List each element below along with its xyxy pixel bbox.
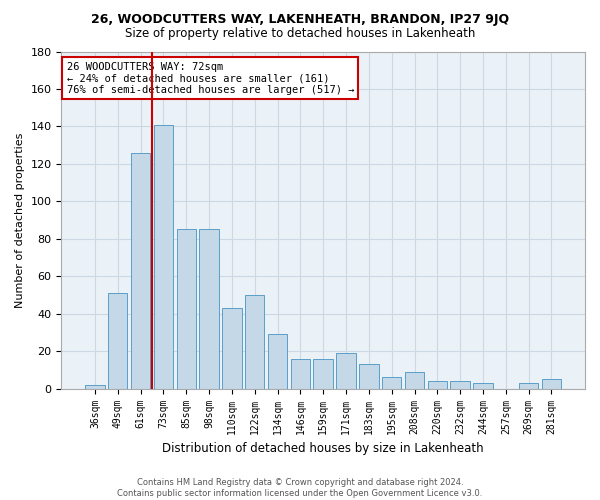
Bar: [473, 383, 493, 388]
Bar: [382, 378, 401, 388]
Text: Contains HM Land Registry data © Crown copyright and database right 2024.
Contai: Contains HM Land Registry data © Crown c…: [118, 478, 482, 498]
Bar: [154, 124, 173, 388]
Bar: [176, 230, 196, 388]
Text: Size of property relative to detached houses in Lakenheath: Size of property relative to detached ho…: [125, 28, 475, 40]
Bar: [108, 293, 127, 388]
Bar: [85, 385, 104, 388]
Text: 26, WOODCUTTERS WAY, LAKENHEATH, BRANDON, IP27 9JQ: 26, WOODCUTTERS WAY, LAKENHEATH, BRANDON…: [91, 12, 509, 26]
Bar: [359, 364, 379, 388]
Y-axis label: Number of detached properties: Number of detached properties: [15, 132, 25, 308]
X-axis label: Distribution of detached houses by size in Lakenheath: Distribution of detached houses by size …: [163, 442, 484, 455]
Bar: [451, 381, 470, 388]
Bar: [313, 358, 333, 388]
Bar: [245, 295, 265, 388]
Bar: [268, 334, 287, 388]
Bar: [290, 358, 310, 388]
Bar: [131, 152, 150, 388]
Bar: [222, 308, 242, 388]
Bar: [405, 372, 424, 388]
Bar: [199, 230, 219, 388]
Text: 26 WOODCUTTERS WAY: 72sqm
← 24% of detached houses are smaller (161)
76% of semi: 26 WOODCUTTERS WAY: 72sqm ← 24% of detac…: [67, 62, 354, 95]
Bar: [519, 383, 538, 388]
Bar: [542, 380, 561, 388]
Bar: [337, 353, 356, 388]
Bar: [428, 381, 447, 388]
